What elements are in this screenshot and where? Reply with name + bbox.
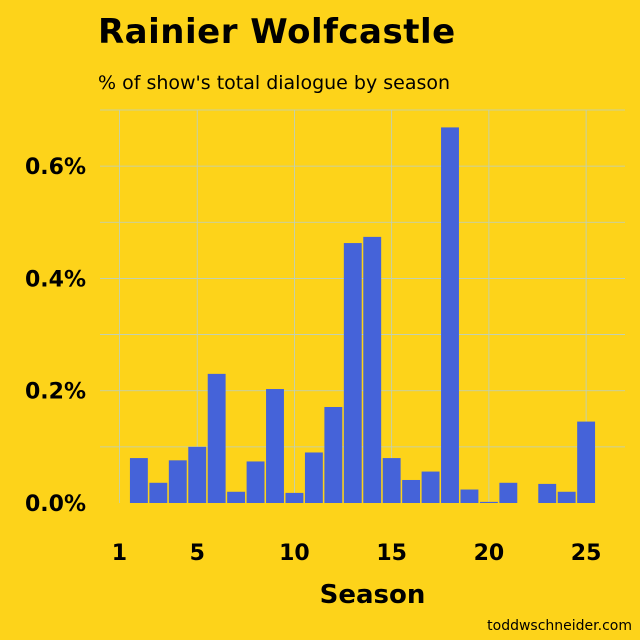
bar <box>227 491 246 503</box>
x-tick-label: 20 <box>474 541 505 566</box>
x-tick-label: 1 <box>112 541 127 566</box>
y-tick-label: 0.2% <box>25 380 86 405</box>
bar <box>343 243 362 503</box>
credit-text: toddwschneider.com <box>487 618 632 634</box>
chart-title: Rainier Wolfcastle <box>98 12 456 52</box>
x-axis-title: Season <box>320 580 426 610</box>
bar <box>557 491 576 503</box>
bar <box>538 483 557 503</box>
bar <box>402 479 421 503</box>
x-tick-label: 15 <box>376 541 407 566</box>
bar <box>168 460 187 503</box>
bar <box>363 236 382 503</box>
grid-lines <box>100 109 625 503</box>
bar <box>246 461 265 503</box>
y-tick-label: 0.4% <box>25 267 86 292</box>
bar <box>499 482 518 503</box>
bar <box>421 471 440 503</box>
bar <box>129 458 148 503</box>
chart-subtitle: % of show's total dialogue by season <box>98 72 451 94</box>
bar <box>460 489 479 503</box>
bar <box>285 492 304 503</box>
bar <box>441 127 459 503</box>
bar <box>382 458 401 503</box>
x-tick-labels: 1 5 10 15 20 25 <box>112 541 602 566</box>
bar <box>266 389 284 503</box>
x-tick-label: 5 <box>190 541 205 566</box>
bar <box>577 421 596 503</box>
bar <box>149 482 168 503</box>
x-tick-label: 25 <box>571 541 602 566</box>
y-tick-labels: 0.0% 0.2% 0.4% 0.6% <box>25 155 86 517</box>
bars-group <box>129 127 596 503</box>
bar <box>324 406 343 503</box>
bar <box>304 452 323 503</box>
x-tick-label: 10 <box>279 541 310 566</box>
bar <box>479 501 498 503</box>
y-tick-label: 0.0% <box>25 492 86 517</box>
bar <box>188 446 207 503</box>
bar <box>207 373 226 503</box>
y-tick-label: 0.6% <box>25 155 86 180</box>
